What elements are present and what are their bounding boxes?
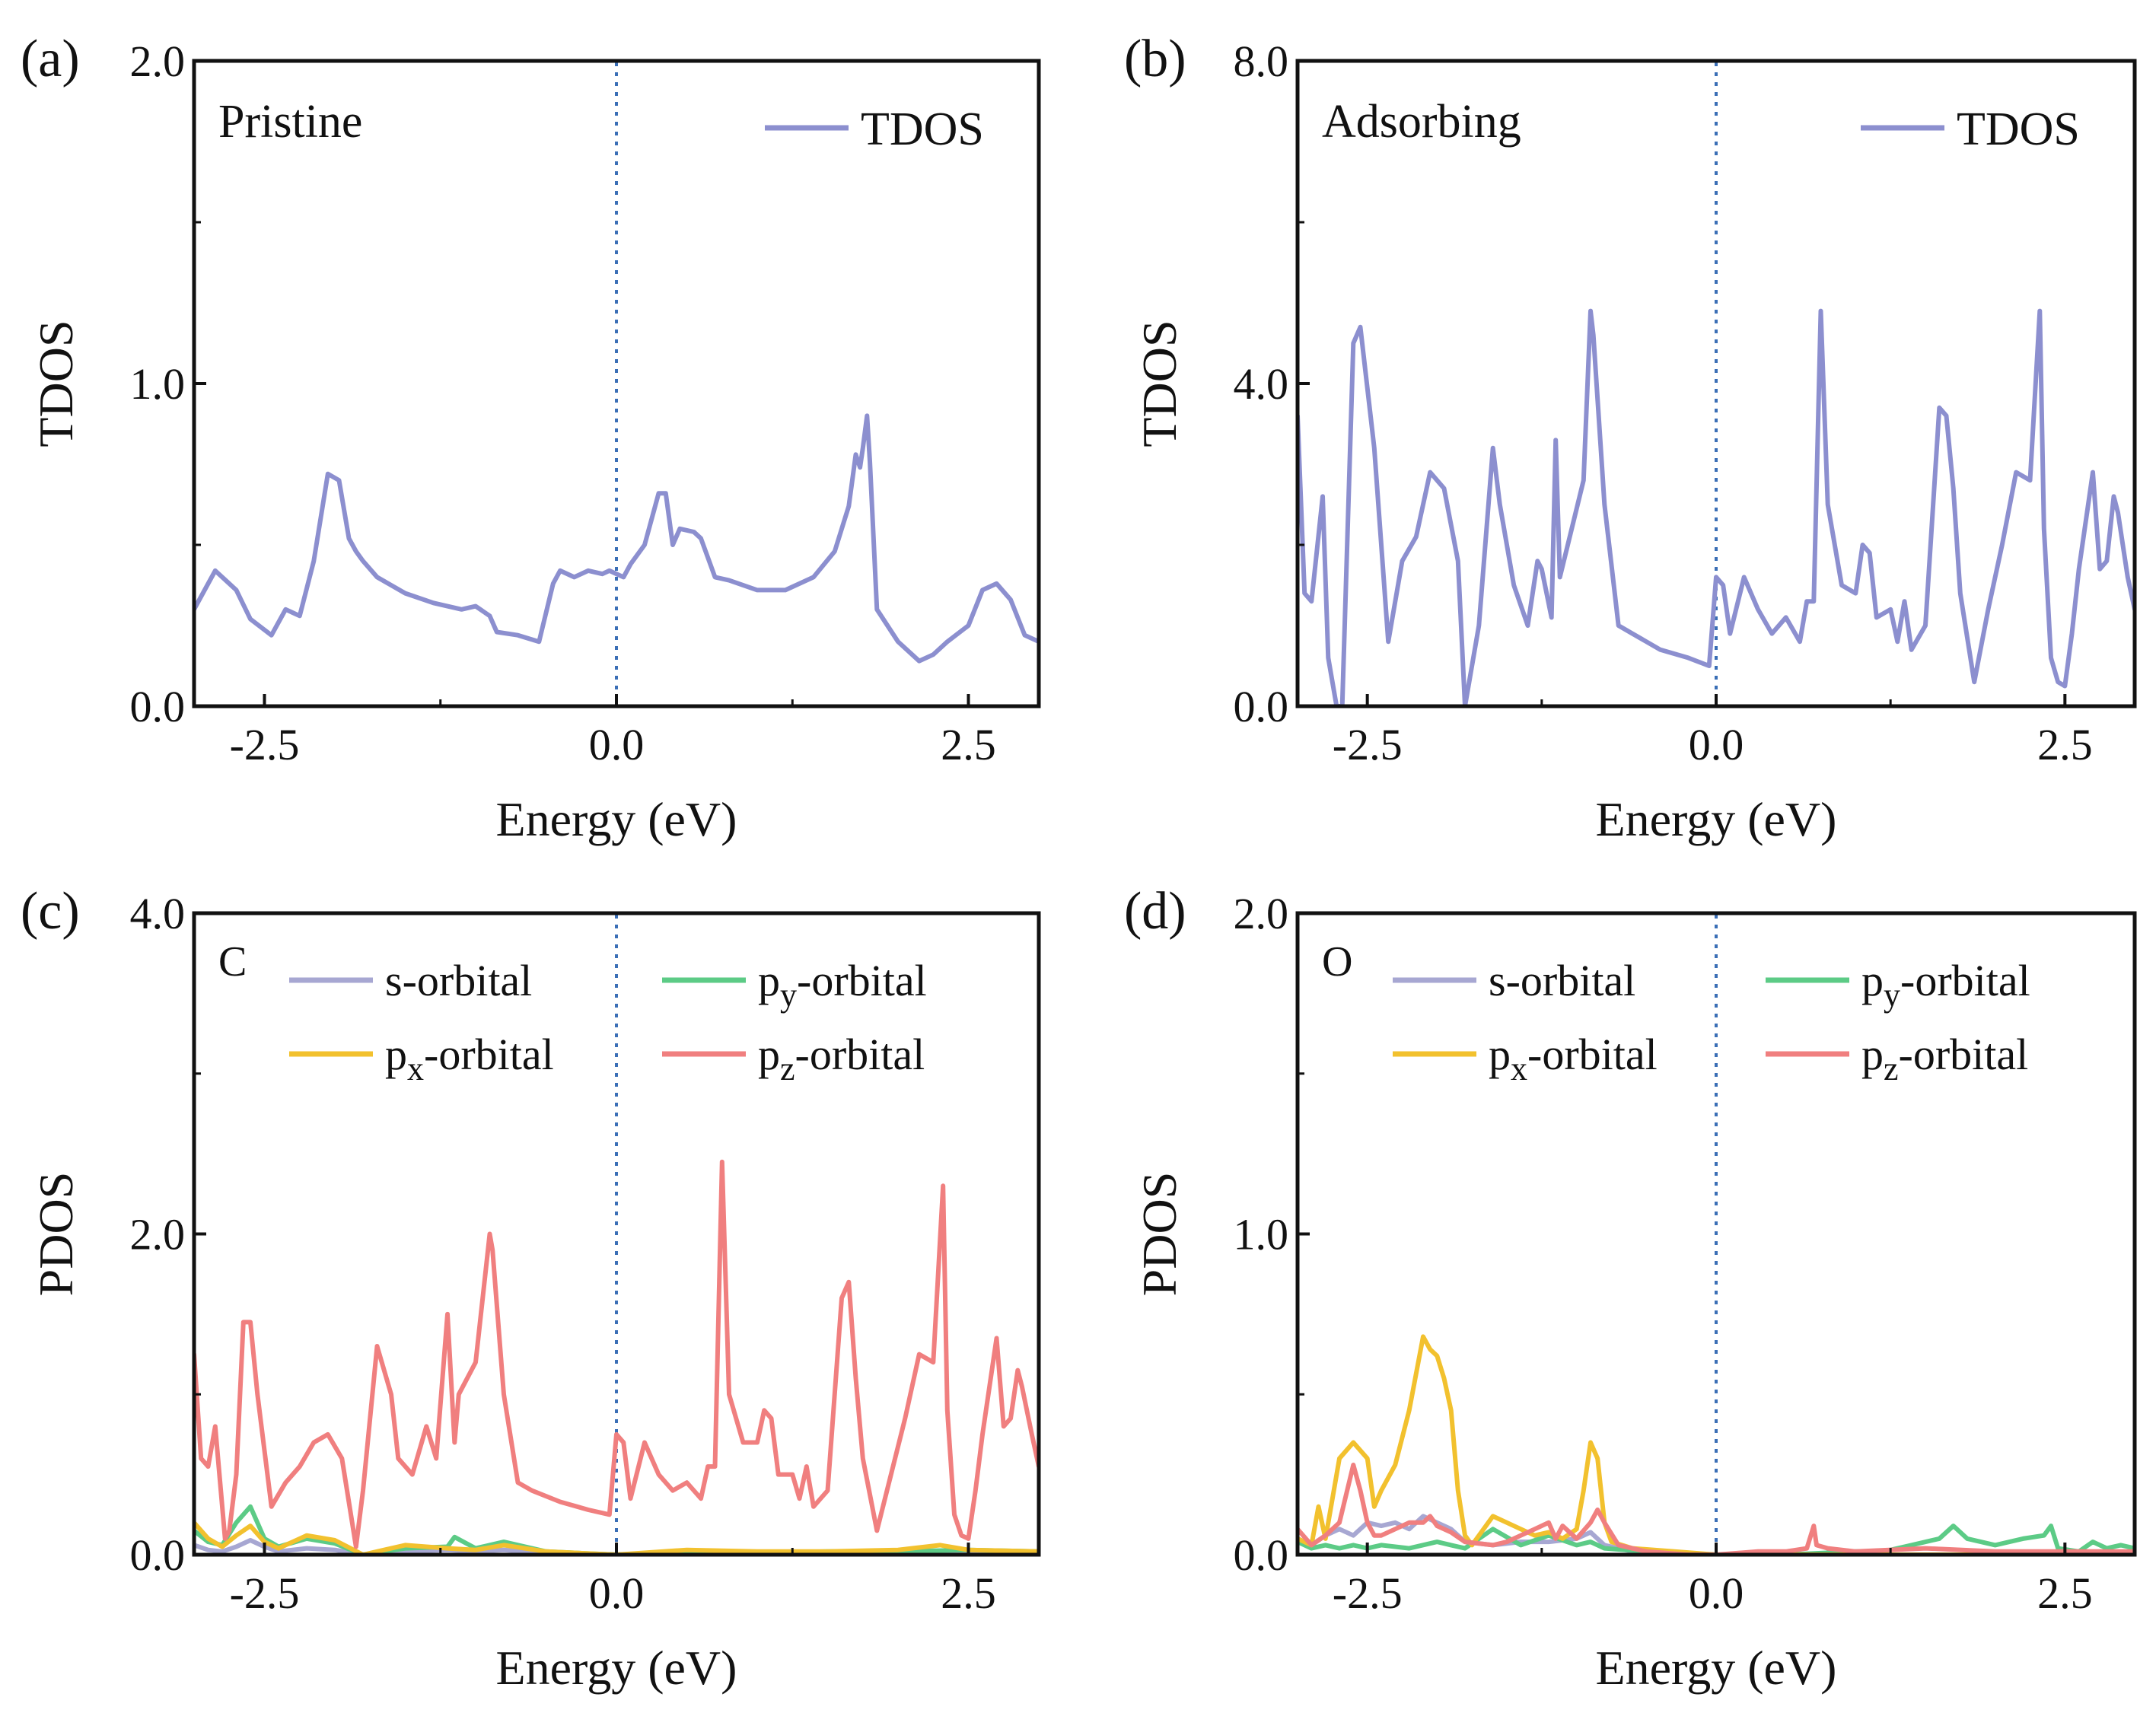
legend-entry-label: s-orbital	[1489, 956, 1635, 1005]
x-tick-label: 0.0	[1689, 1568, 1744, 1618]
legend: s-orbital py-orbital px-orbital pz-orbital	[289, 956, 927, 1087]
panel-label: (c)	[21, 882, 80, 941]
y-tick-label: 2.0	[1234, 889, 1289, 938]
x-tick-label: 0.0	[589, 720, 645, 769]
x-tick-label: 0.0	[1689, 720, 1744, 769]
y-tick-label: 2.0	[130, 1210, 186, 1259]
legend-entry-label: TDOS	[1957, 103, 2080, 155]
x-tick-label: 2.5	[2037, 1568, 2093, 1618]
panel-label: (d)	[1124, 882, 1186, 941]
y-axis-label: PDOS	[29, 1172, 83, 1297]
x-tick-label: -2.5	[230, 720, 300, 769]
y-tick-label: 0.0	[1234, 682, 1289, 731]
series-line-TDOS	[194, 413, 1039, 664]
series-line-pz-orbital	[194, 1159, 1039, 1549]
legend: s-orbital py-orbital px-orbital pz-orbital	[1393, 956, 2030, 1087]
chart-panel-3: -2.5 0.0 2.5 0.0 2.0 4.0 (c) Energy (eV) PDOS C s-…	[21, 882, 1041, 1695]
x-tick-label: 2.5	[941, 1568, 996, 1618]
legend-entry-label: s-orbital	[385, 956, 532, 1005]
legend-entry-label: pz-orbital	[1861, 1030, 2028, 1087]
y-tick-label: 4.0	[1234, 359, 1289, 409]
y-axis-label: TDOS	[29, 320, 83, 447]
y-axis-label: PDOS	[1132, 1172, 1186, 1297]
panel-label: (a)	[21, 30, 80, 88]
x-axis-label: Energy (eV)	[1596, 792, 1837, 846]
plot-area	[1298, 308, 2135, 706]
x-tick-label: 2.5	[941, 720, 996, 769]
panel-annotation: C	[218, 938, 247, 985]
y-tick-label: 0.0	[1234, 1530, 1289, 1580]
legend-entry-label: pz-orbital	[758, 1030, 925, 1087]
legend-entry-label: py-orbital	[1861, 956, 2030, 1014]
legend-entry-label: px-orbital	[1489, 1030, 1658, 1087]
series-line-pz-orbital	[1298, 1463, 2135, 1555]
y-tick-label: 1.0	[1234, 1210, 1289, 1259]
panel-annotation: Adsorbing	[1322, 96, 1521, 148]
legend: TDOS	[1861, 103, 2080, 155]
panel-label: (b)	[1124, 30, 1186, 88]
x-axis-label: Energy (eV)	[1596, 1641, 1837, 1695]
panel-annotation: O	[1322, 938, 1352, 985]
y-tick-label: 4.0	[130, 889, 186, 938]
x-tick-label: 2.5	[2037, 720, 2093, 769]
x-tick-label: -2.5	[1333, 1568, 1403, 1618]
chart-panel-4: -2.5 0.0 2.5 0.0 1.0 2.0 (d) Energy (eV) PDOS O s-…	[1124, 882, 2137, 1695]
chart-panel-2: -2.5 0.0 2.5 0.0 4.0 8.0 (b) Energy (eV) TDOS Ads…	[1124, 30, 2137, 846]
y-tick-label: 0.0	[130, 1530, 186, 1580]
plot-area	[194, 413, 1039, 664]
x-tick-label: 0.0	[589, 1568, 645, 1618]
y-tick-label: 8.0	[1234, 37, 1289, 86]
legend-entry-label: px-orbital	[385, 1030, 554, 1087]
series-line-TDOS	[1298, 308, 2135, 706]
chart-panel-1: -2.5 0.0 2.5 0.0 1.0 2.0 (a) Energy (eV) TDOS Pri…	[21, 30, 1041, 846]
y-tick-label: 1.0	[130, 359, 186, 409]
y-axis-label: TDOS	[1132, 320, 1186, 447]
x-axis-label: Energy (eV)	[496, 1641, 737, 1695]
x-axis-label: Energy (eV)	[496, 792, 737, 846]
x-tick-label: -2.5	[230, 1568, 300, 1618]
panel-annotation: Pristine	[218, 96, 362, 148]
x-tick-label: -2.5	[1333, 720, 1403, 769]
series-line-px-orbital	[194, 1520, 1039, 1555]
y-tick-label: 2.0	[130, 37, 186, 86]
legend-entry-label: TDOS	[861, 103, 984, 155]
legend-entry-label: py-orbital	[758, 956, 927, 1014]
y-tick-label: 0.0	[130, 682, 186, 731]
legend: TDOS	[765, 103, 984, 155]
